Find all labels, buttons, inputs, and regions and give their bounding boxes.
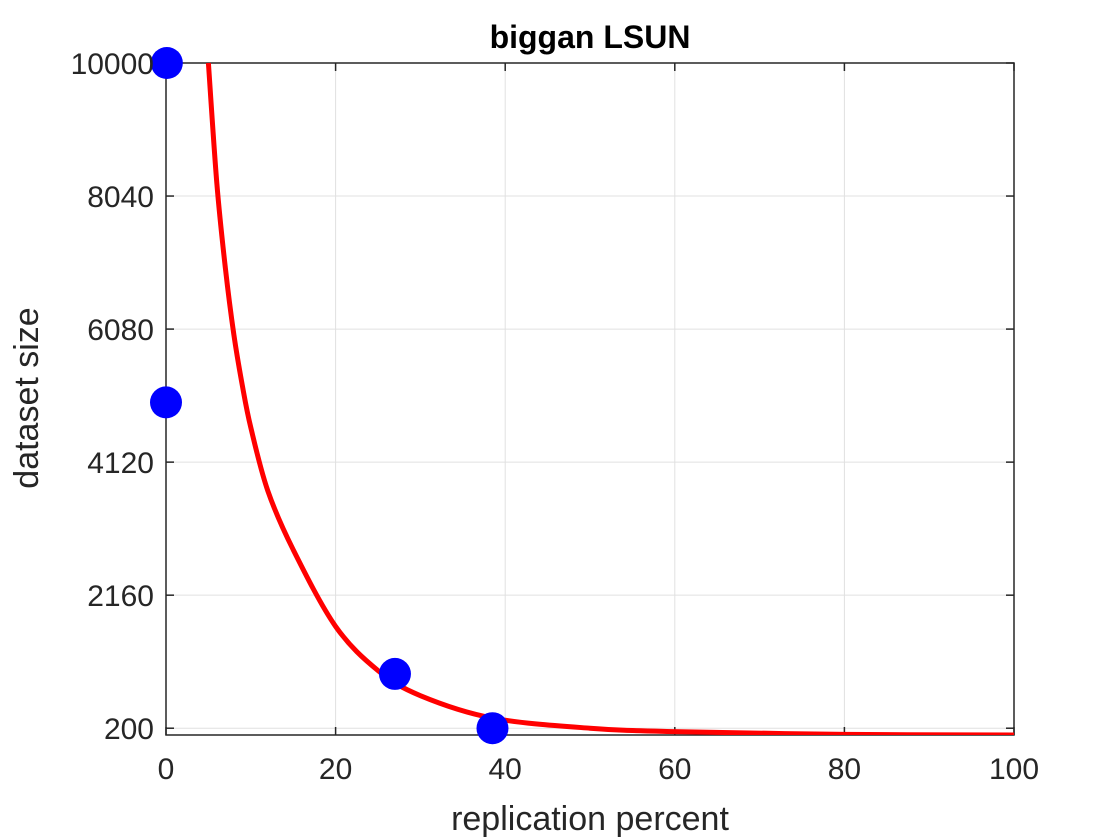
x-tick-label: 100 bbox=[989, 753, 1039, 786]
axis-ticks bbox=[165, 62, 1015, 735]
data-point bbox=[476, 712, 509, 745]
y-axis-label: dataset size bbox=[8, 307, 46, 488]
data-points-layer bbox=[150, 47, 509, 745]
x-axis-label: replication percent bbox=[451, 800, 729, 838]
fitted-curve bbox=[205, 62, 1014, 735]
x-tick-label: 60 bbox=[658, 753, 691, 786]
chart-title: biggan LSUN bbox=[490, 19, 691, 55]
x-tick-label: 40 bbox=[489, 753, 522, 786]
fitted-curve-layer bbox=[205, 62, 1014, 735]
data-point bbox=[150, 47, 183, 79]
data-point bbox=[378, 657, 411, 690]
y-tick-label: 4120 bbox=[87, 447, 154, 480]
y-tick-label: 10000 bbox=[71, 48, 154, 81]
x-tick-label: 20 bbox=[319, 753, 352, 786]
x-tick-label: 80 bbox=[828, 753, 861, 786]
x-tick-label: 0 bbox=[158, 753, 175, 786]
y-tick-label: 6080 bbox=[87, 314, 154, 347]
y-tick-label: 200 bbox=[104, 713, 154, 746]
plot-frame bbox=[165, 62, 1015, 736]
y-tick-label: 8040 bbox=[87, 181, 154, 214]
data-point bbox=[150, 386, 182, 419]
grid bbox=[165, 62, 1015, 735]
y-tick-label: 2160 bbox=[87, 580, 154, 613]
